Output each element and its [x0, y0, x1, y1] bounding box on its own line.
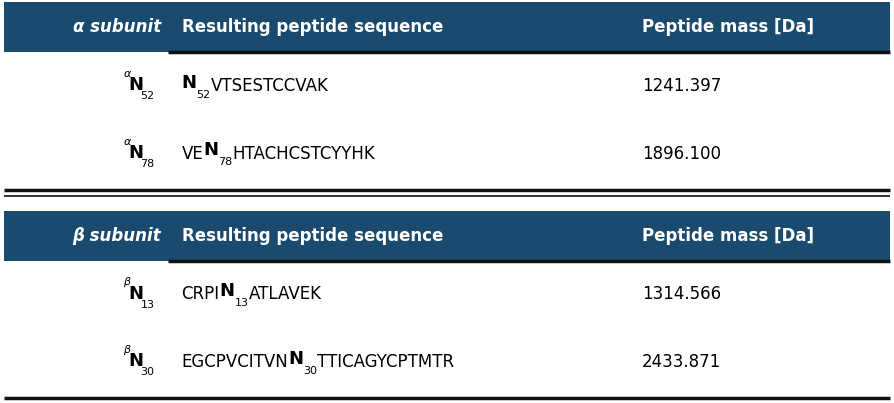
Text: TTICAGYCPTMTR: TTICAGYCPTMTR	[317, 353, 454, 371]
Text: Peptide mass [Da]: Peptide mass [Da]	[642, 18, 814, 36]
Text: N: N	[289, 350, 303, 368]
Text: 78: 78	[140, 159, 155, 169]
Text: 52: 52	[140, 91, 155, 101]
Text: 1896.100: 1896.100	[642, 145, 721, 163]
Text: 78: 78	[218, 158, 232, 168]
Text: 1314.566: 1314.566	[642, 285, 721, 303]
Text: ATLAVEK: ATLAVEK	[249, 285, 322, 303]
Text: α subunit: α subunit	[72, 18, 161, 36]
Text: N: N	[128, 353, 143, 370]
Bar	[4, 2, 168, 52]
Text: 13: 13	[140, 299, 155, 310]
Text: 52: 52	[197, 89, 211, 100]
Text: β: β	[123, 277, 131, 287]
Text: VE: VE	[181, 145, 203, 163]
Bar	[628, 2, 890, 52]
Text: α: α	[123, 69, 131, 79]
Text: N: N	[181, 74, 197, 91]
Text: α: α	[123, 137, 131, 147]
Text: β: β	[123, 345, 131, 355]
Text: EGCPVCITVN: EGCPVCITVN	[181, 353, 289, 371]
Text: 30: 30	[140, 368, 155, 377]
Text: β subunit: β subunit	[72, 226, 161, 245]
Text: 13: 13	[235, 298, 249, 308]
Text: N: N	[220, 282, 235, 300]
Text: Resulting peptide sequence: Resulting peptide sequence	[181, 226, 443, 245]
Text: Peptide mass [Da]: Peptide mass [Da]	[642, 226, 814, 245]
Text: N: N	[128, 285, 143, 303]
Text: 2433.871: 2433.871	[642, 353, 721, 371]
Text: Resulting peptide sequence: Resulting peptide sequence	[181, 18, 443, 36]
Bar	[168, 211, 628, 261]
Bar	[628, 211, 890, 261]
Text: N: N	[128, 76, 143, 94]
Text: N: N	[203, 141, 218, 160]
Text: N: N	[128, 144, 143, 162]
Text: HTACHCSTCYYHK: HTACHCSTCYYHK	[232, 145, 375, 163]
Text: CRPI: CRPI	[181, 285, 220, 303]
Bar	[168, 2, 628, 52]
Text: 30: 30	[303, 366, 317, 376]
Text: VTSESTCCVAK: VTSESTCCVAK	[211, 77, 329, 95]
Text: 1241.397: 1241.397	[642, 77, 721, 95]
Bar	[4, 211, 168, 261]
